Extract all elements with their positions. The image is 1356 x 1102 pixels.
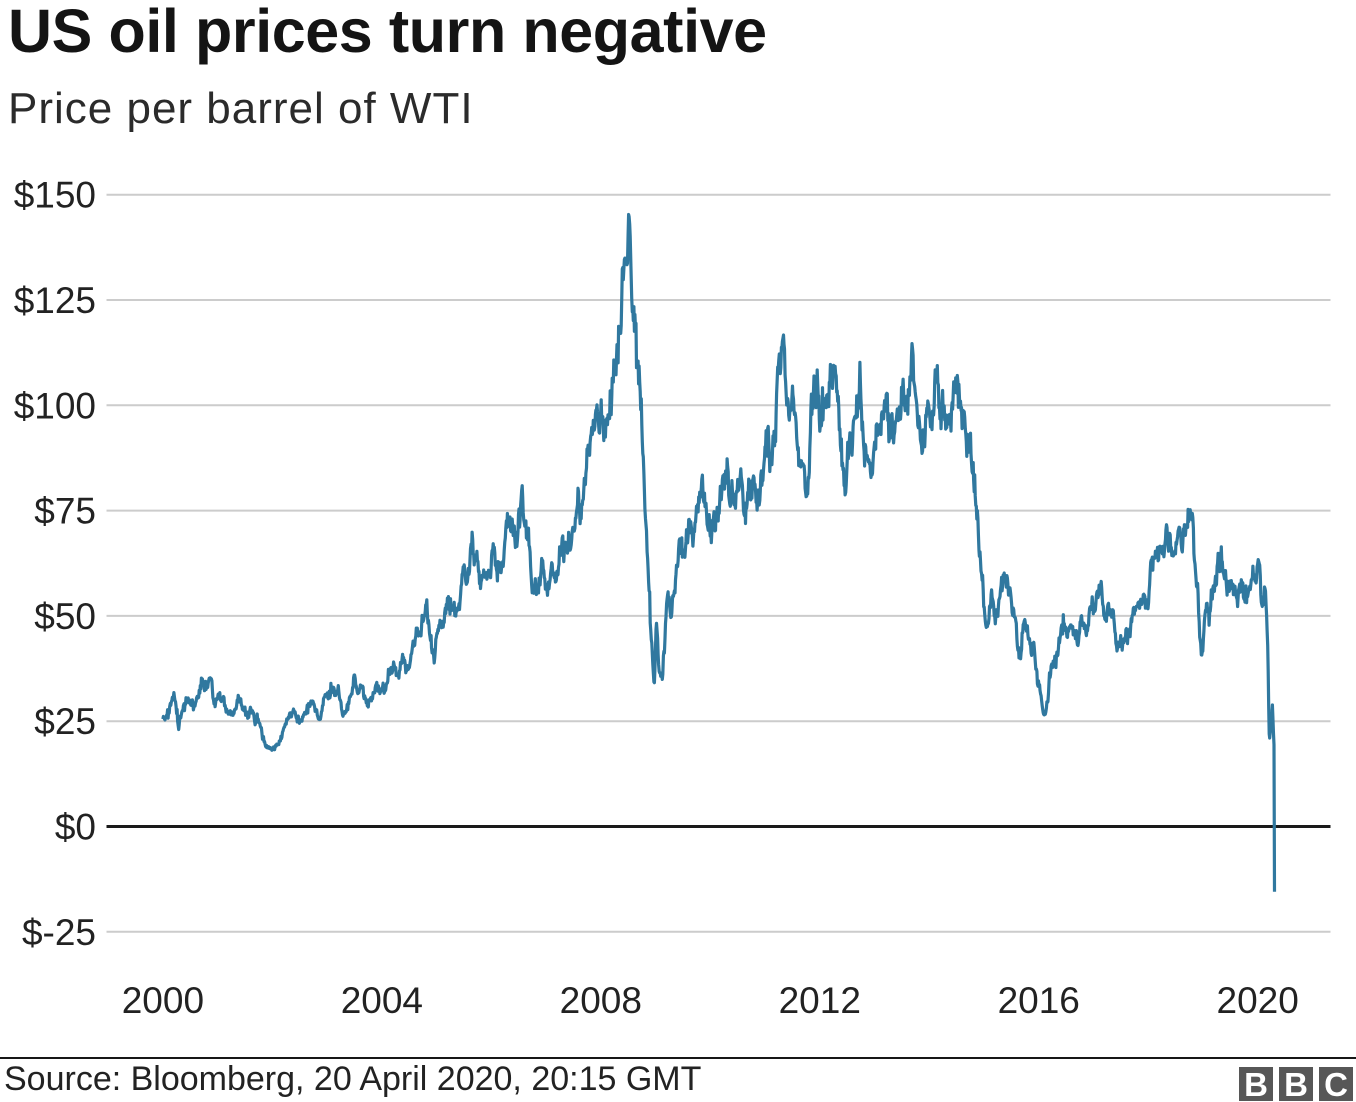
y-tick-label: $150 <box>14 175 96 216</box>
bbc-logo-letter-b2: B <box>1279 1067 1313 1101</box>
chart-subtitle: Price per barrel of WTI <box>8 84 474 133</box>
bbc-logo-letter-b1: B <box>1239 1067 1273 1101</box>
price-line-chart: $150 $125 $100 $75 $50 $25 $0 $-25 2000 2004 2008… <box>14 175 1331 1021</box>
x-tick-label: 2020 <box>1217 980 1299 1021</box>
footer-divider <box>0 1057 1356 1059</box>
x-axis-labels: 2000 2004 2008 2012 2016 2020 <box>122 980 1299 1021</box>
bbc-logo-letter-c: C <box>1319 1067 1353 1101</box>
y-tick-label: $100 <box>14 385 96 426</box>
y-tick-label: $125 <box>14 280 96 321</box>
y-tick-label: $50 <box>34 596 96 637</box>
gridlines <box>106 193 1331 933</box>
wti-price-line <box>161 212 1277 892</box>
y-tick-label: $-25 <box>22 912 96 953</box>
x-tick-label: 2016 <box>998 980 1080 1021</box>
x-tick-label: 2008 <box>560 980 642 1021</box>
source-text: Source: Bloomberg, 20 April 2020, 20:15 … <box>4 1060 702 1098</box>
y-tick-label: $75 <box>34 491 96 532</box>
bbc-logo: B B C <box>1239 1067 1353 1101</box>
x-tick-label: 2000 <box>122 980 204 1021</box>
y-axis-labels: $150 $125 $100 $75 $50 $25 $0 $-25 <box>14 175 96 953</box>
y-tick-label: $0 <box>55 807 96 848</box>
chart-title: US oil prices turn negative <box>8 0 767 65</box>
y-tick-label: $25 <box>34 701 96 742</box>
x-tick-label: 2004 <box>341 980 423 1021</box>
x-tick-label: 2012 <box>779 980 861 1021</box>
